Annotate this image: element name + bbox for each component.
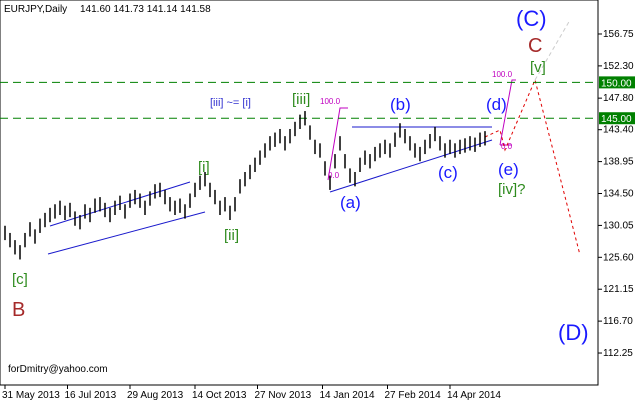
level-label: 145.00 (601, 114, 632, 125)
y-tick-label: 125.60 (603, 252, 634, 263)
fib-label: 0.0 (501, 142, 513, 151)
wave-label: (b) (390, 95, 411, 114)
plot-frame (0, 0, 599, 386)
y-tick-label: 147.80 (603, 93, 634, 104)
wave-label: C (528, 35, 542, 57)
y-tick-label: 134.50 (603, 189, 634, 200)
y-tick-label: 112.25 (603, 348, 633, 359)
fib-label: 0.0 (328, 171, 340, 180)
y-tick-label: 156.75 (603, 29, 634, 40)
wave-label: [i] (198, 159, 210, 176)
wave-label: [iv]? (498, 181, 526, 198)
wave-label: (a) (340, 193, 361, 212)
wave-label: [v] (530, 59, 546, 76)
fib-lines (327, 79, 516, 181)
wave-label: B (12, 299, 25, 321)
wave-label: (d) (486, 95, 507, 114)
y-tick-label: 130.05 (603, 220, 634, 231)
level-label: 150.00 (601, 78, 632, 89)
wave-label: (e) (498, 160, 519, 179)
fib-label: 100.0 (492, 70, 513, 79)
x-tick-label: 27 Feb 2014 (385, 390, 442, 401)
note: [iii] ~= [i] (210, 97, 251, 109)
x-tick-label: 14 Oct 2013 (192, 390, 247, 401)
fib-label: 100.0 (320, 97, 341, 106)
y-tick-label: 116.70 (603, 316, 633, 327)
y-tick-label: 121.15 (603, 284, 634, 295)
y-tick-label: 143.40 (603, 125, 634, 136)
projection-alt (534, 19, 571, 81)
x-tick-label: 16 Jul 2013 (65, 390, 117, 401)
wave-label: (C) (516, 6, 547, 31)
wave-label: (D) (558, 320, 589, 345)
wave-label: [c] (12, 271, 28, 288)
x-tick-label: 27 Nov 2013 (255, 390, 312, 401)
footer: forDmitry@yahoo.com (8, 364, 108, 375)
projection (484, 78, 581, 256)
x-tick-label: 31 May 2013 (2, 390, 60, 401)
y-tick-label: 152.30 (603, 61, 634, 72)
wave-label: (c) (438, 163, 458, 182)
ohlc-text: 141.60 141.73 141.14 141.58 (80, 4, 211, 15)
y-tick-label: 138.95 (603, 157, 634, 168)
x-tick-label: 14 Apr 2014 (447, 390, 501, 401)
level-box (599, 112, 635, 125)
x-tick-label: 29 Aug 2013 (127, 390, 184, 401)
chart-title: EURJPY,Daily (4, 4, 67, 15)
level-box (599, 76, 635, 89)
wave-label: [ii] (224, 227, 239, 244)
x-tick-label: 14 Jan 2014 (320, 390, 375, 401)
wave-label: [iii] (292, 91, 310, 108)
